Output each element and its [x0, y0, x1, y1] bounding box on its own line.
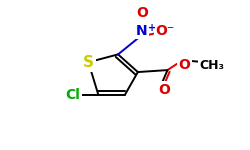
Text: O⁻: O⁻: [155, 24, 174, 38]
Text: O: O: [158, 83, 170, 97]
Text: +: +: [148, 23, 156, 33]
Text: CH₃: CH₃: [200, 59, 224, 72]
Text: O: O: [178, 58, 190, 72]
Text: S: S: [83, 55, 94, 70]
Text: Cl: Cl: [65, 88, 80, 102]
Text: O: O: [136, 6, 148, 20]
Text: N: N: [136, 24, 147, 38]
